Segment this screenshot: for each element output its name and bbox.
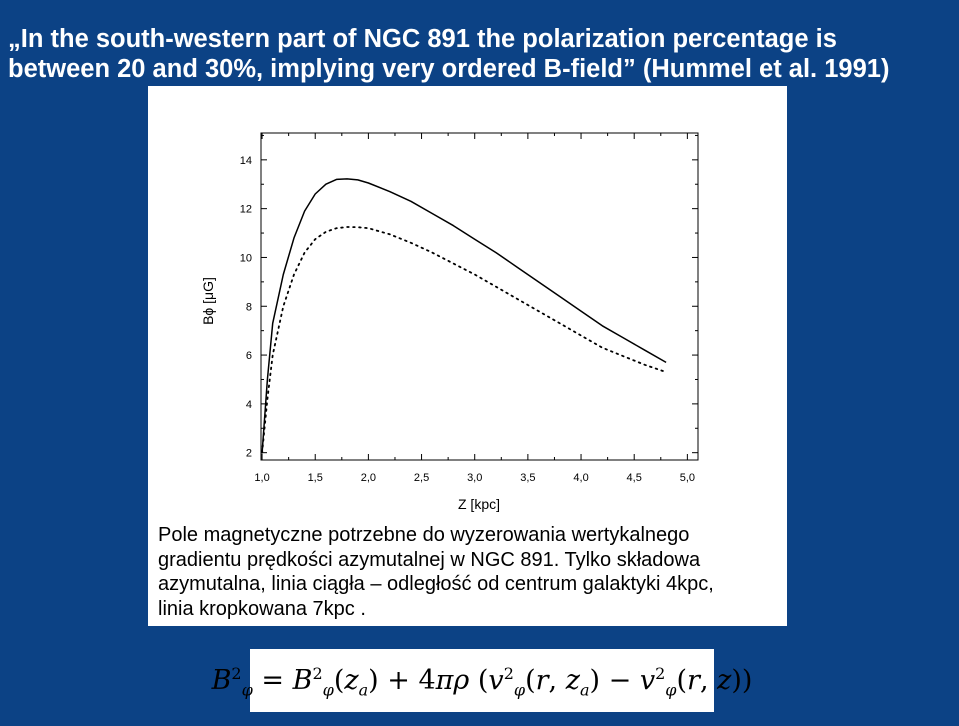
- x-tick-label: 5,0: [680, 472, 695, 484]
- y-tick-label: 4: [246, 399, 252, 411]
- chart-ticks-layer: 1,0 1,5 2,0 2,5 3,0 3,5 4,0 4,5 5,0 2 4 6 8 10 12 14: [240, 133, 698, 484]
- x-tick-label: 4,0: [573, 472, 588, 484]
- y-tick-label: 2: [246, 448, 252, 460]
- chart: 1,0 1,5 2,0 2,5 3,0 3,5 4,0 4,5 5,0 2 4 6 8 10 12 14 Bϕ…: [200, 132, 699, 512]
- y-tick-label: 8: [246, 301, 252, 313]
- x-tick-label: 3,0: [467, 472, 482, 484]
- x-tick-label: 2,5: [414, 472, 429, 484]
- x-tick-label: 1,5: [308, 472, 323, 484]
- x-tick-label: 4,5: [627, 472, 642, 484]
- series-line-dotted: [261, 226, 667, 454]
- series-line-solid: [261, 178, 667, 453]
- x-axis-label: Z [kpc]: [458, 496, 500, 512]
- caption-line-2: gradientu prędkości azymutalnej w NGC 89…: [158, 548, 701, 571]
- y-tick-label: 12: [240, 204, 252, 216]
- y-axis-label: Bϕ [μG]: [200, 277, 216, 325]
- chart-series-layer: [261, 178, 667, 454]
- x-tick-label: 2,0: [361, 472, 376, 484]
- slide-title: „In the south-western part of NGC 891 th…: [8, 24, 953, 84]
- y-tick-label: 14: [240, 155, 252, 167]
- magnetic-field-formula: B2φ = B2φ(za) + 4πρ (v2φ(r, za) − v2φ(r,…: [211, 664, 753, 700]
- plot-frame: [260, 132, 699, 461]
- y-tick-label: 10: [240, 252, 252, 264]
- caption-line-3: azymutalna, linia ciągła – odległość od …: [158, 573, 714, 595]
- y-tick-label: 6: [246, 350, 252, 362]
- x-tick-label: 1,0: [254, 472, 269, 484]
- slide-title-line-1: „In the south-western part of NGC 891 th…: [8, 25, 837, 53]
- caption-line-4: linia kropkowana 7kpc .: [158, 597, 366, 620]
- figure-panel: 1,0 1,5 2,0 2,5 3,0 3,5 4,0 4,5 5,0 2 4 6 8 10 12 14 Bϕ…: [148, 86, 787, 626]
- chart-axes: [260, 132, 699, 461]
- slide-title-line-2: between 20 and 30%, implying very ordere…: [8, 55, 890, 83]
- formula-box: B2φ = B2φ(za) + 4πρ (v2φ(r, za) − v2φ(r,…: [212, 649, 752, 712]
- figure-caption: Pole magnetyczne potrzebne do wyzerowani…: [158, 523, 783, 621]
- caption-line-1: Pole magnetyczne potrzebne do wyzerowani…: [158, 524, 690, 546]
- x-tick-label: 3,5: [520, 472, 535, 484]
